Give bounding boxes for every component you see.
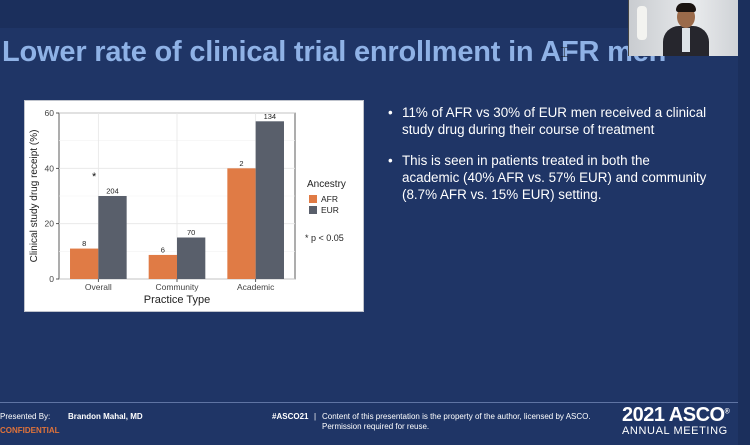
- bullet-item: • 11% of AFR vs 30% of EUR men received …: [388, 104, 708, 138]
- legend-label-eur: EUR: [321, 205, 339, 215]
- bar-chart: 8 204 * 6 70 2 134 0 20 40 60 Overall Community Acad…: [29, 108, 346, 306]
- video-presenter-hair: [676, 3, 696, 12]
- y-tick-label: 0: [49, 274, 54, 284]
- presenter-name: Brandon Mahal, MD: [68, 412, 143, 421]
- presenter-video[interactable]: [628, 0, 739, 56]
- legend-swatch-eur: [309, 206, 317, 214]
- video-presenter-shirt: [682, 28, 690, 52]
- y-tick-label: 20: [45, 219, 55, 229]
- copyright-notice-line2: Permission required for reuse.: [322, 422, 430, 431]
- trademark-mark: ®: [724, 408, 730, 416]
- asco-meeting-name: ANNUAL MEETING: [622, 425, 728, 437]
- bar-afr: [70, 248, 99, 279]
- presented-by-label: Presented By:: [0, 412, 51, 421]
- mouse-cursor-icon: ⌶: [560, 44, 569, 60]
- bar-data-label: 70: [187, 228, 195, 237]
- bar-afr: [148, 254, 177, 279]
- x-tick-label: Academic: [237, 282, 275, 292]
- asco-year-text: 2021 ASCO: [622, 404, 725, 426]
- x-tick-label: Community: [156, 282, 200, 292]
- vertical-scrollbar[interactable]: [738, 0, 750, 445]
- y-tick-label: 60: [45, 108, 55, 118]
- bar-eur: [177, 237, 206, 279]
- bars-group: 8 204 * 6 70 2 134: [70, 112, 284, 279]
- bar-data-label: 134: [264, 112, 277, 121]
- copyright-notice-line1: Content of this presentation is the prop…: [322, 412, 591, 421]
- y-axis-label: Clinical study drug receipt (%): [29, 130, 40, 263]
- x-tick-label: Overall: [85, 282, 112, 292]
- bullet-item: • This is seen in patients treated in bo…: [388, 152, 708, 203]
- bullet-dot: •: [388, 153, 393, 168]
- footer-divider: [0, 402, 738, 403]
- bar-afr: [227, 168, 256, 279]
- bar-eur: [255, 121, 284, 279]
- significance-note: * p < 0.05: [305, 233, 344, 243]
- bullet-list: • 11% of AFR vs 30% of EUR men received …: [388, 104, 708, 217]
- bullet-text: This is seen in patients treated in both…: [402, 153, 707, 202]
- confidential-label: CONFIDENTIAL: [0, 426, 60, 435]
- top-strip: [0, 0, 750, 28]
- hashtag: #ASCO21: [272, 412, 309, 421]
- video-lamp: [637, 6, 647, 40]
- bar-data-label: 204: [106, 187, 119, 196]
- legend-swatch-afr: [309, 195, 317, 203]
- bar-data-label: 6: [161, 245, 165, 254]
- footer-separator: |: [314, 412, 317, 421]
- legend-title: Ancestry: [307, 179, 346, 190]
- asco-logo-year: 2021 ASCO®: [622, 404, 730, 427]
- bar-data-label: 2: [239, 159, 243, 168]
- bullet-text: 11% of AFR vs 30% of EUR men received a …: [402, 105, 707, 137]
- significance-star: *: [92, 171, 97, 183]
- y-tick-label: 40: [45, 163, 55, 173]
- bar-eur: [98, 196, 127, 279]
- bullet-dot: •: [388, 105, 393, 120]
- slide-title: Lower rate of clinical trial enrollment …: [2, 36, 667, 68]
- bar-data-label: 8: [82, 239, 86, 248]
- x-axis-label: Practice Type: [144, 294, 210, 306]
- legend-label-afr: AFR: [321, 194, 338, 204]
- axis-ticks: 0 20 40 60 Overall Community Academic: [45, 108, 276, 292]
- chart-card: 8 204 * 6 70 2 134 0 20 40 60 Overall Community Acad…: [24, 100, 364, 312]
